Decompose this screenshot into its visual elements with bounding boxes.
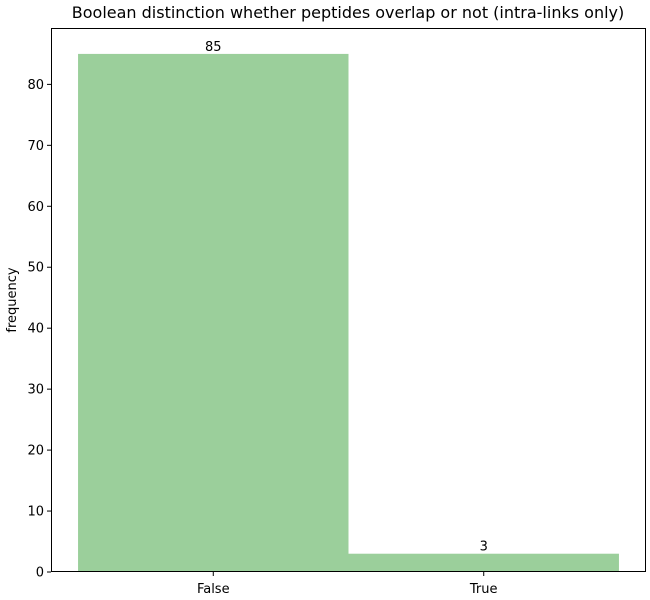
y-tick-label: 50	[27, 261, 44, 276]
bars-group	[78, 53, 619, 572]
y-tick-label: 70	[27, 139, 44, 154]
plot-frame	[51, 28, 646, 572]
y-axis-label: frequency	[5, 267, 20, 333]
x-tick-label-false: False	[197, 582, 230, 597]
y-tick-label: 0	[36, 566, 44, 581]
bar-false	[78, 53, 349, 572]
y-tick-label: 20	[27, 444, 44, 459]
y-axis: 0 10 20 30 40 50 60 70 80	[27, 78, 51, 581]
y-tick-label: 80	[27, 78, 44, 93]
data-labels-group: 85 3	[205, 40, 488, 555]
y-tick-label: 10	[27, 505, 44, 520]
x-axis: False True	[197, 572, 498, 597]
data-label-false: 85	[205, 40, 222, 55]
data-label-true: 3	[480, 540, 488, 555]
chart-title: Boolean distinction whether peptides ove…	[72, 3, 624, 22]
bar-true	[348, 553, 619, 572]
y-tick-label: 60	[27, 200, 44, 215]
x-tick-label-true: True	[469, 582, 498, 597]
y-tick-label: 40	[27, 322, 44, 337]
y-tick-label: 30	[27, 383, 44, 398]
